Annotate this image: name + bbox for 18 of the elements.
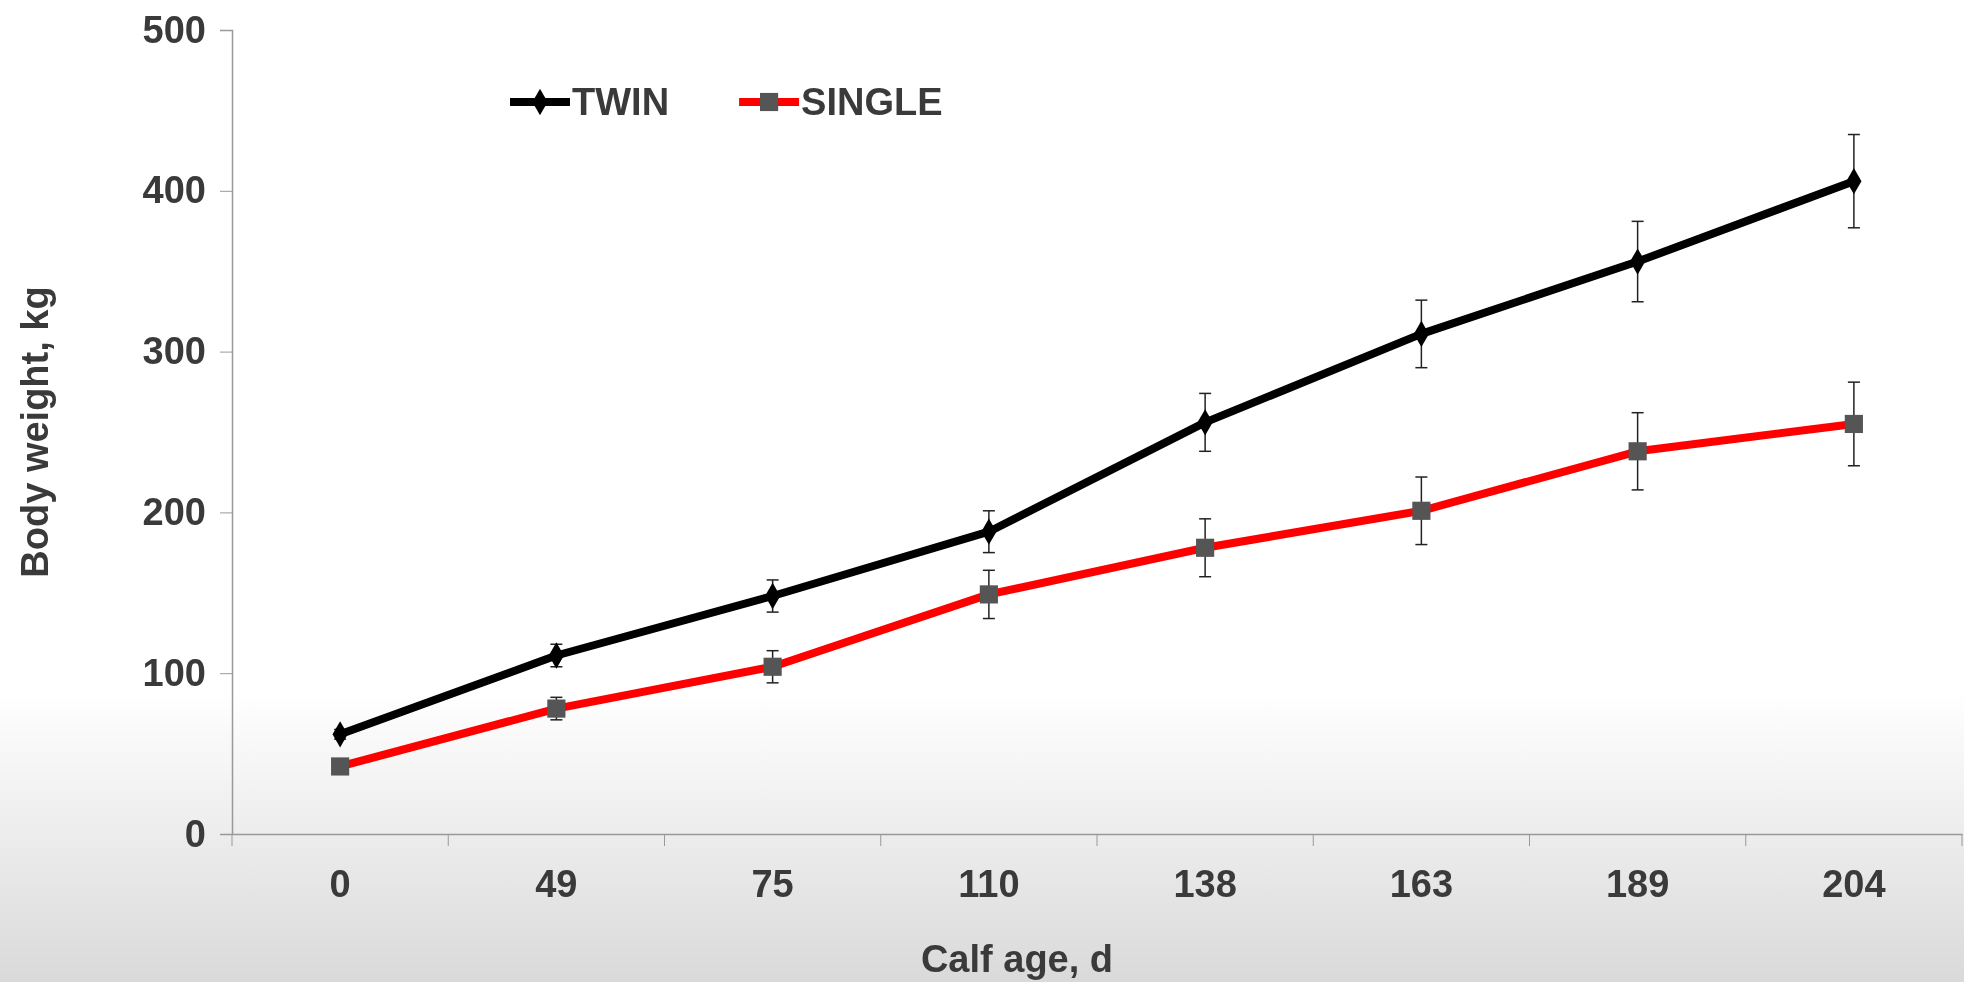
x-tick-label: 110 xyxy=(958,862,1020,905)
x-axis-title: Calf age, d xyxy=(920,938,1114,980)
y-tick-label: 200 xyxy=(142,491,206,534)
x-tick-label: 75 xyxy=(751,862,794,905)
y-tick-label: 400 xyxy=(142,169,206,212)
legend-label: SINGLE xyxy=(801,81,943,123)
y-axis-title: Body weight, kg xyxy=(14,286,56,578)
y-tick-label: 500 xyxy=(142,8,206,51)
y-tick-label: 100 xyxy=(142,651,206,694)
legend-label: TWIN xyxy=(572,81,670,123)
x-tick-label: 163 xyxy=(1389,862,1454,905)
x-tick-label: 0 xyxy=(329,862,351,905)
y-tick-label: 0 xyxy=(184,812,206,855)
x-tick-label: 204 xyxy=(1822,862,1886,905)
x-tick-label: 189 xyxy=(1605,862,1670,905)
x-tick-label: 49 xyxy=(535,862,578,905)
x-tick-label: 138 xyxy=(1173,862,1237,905)
y-tick-label: 300 xyxy=(142,330,206,373)
